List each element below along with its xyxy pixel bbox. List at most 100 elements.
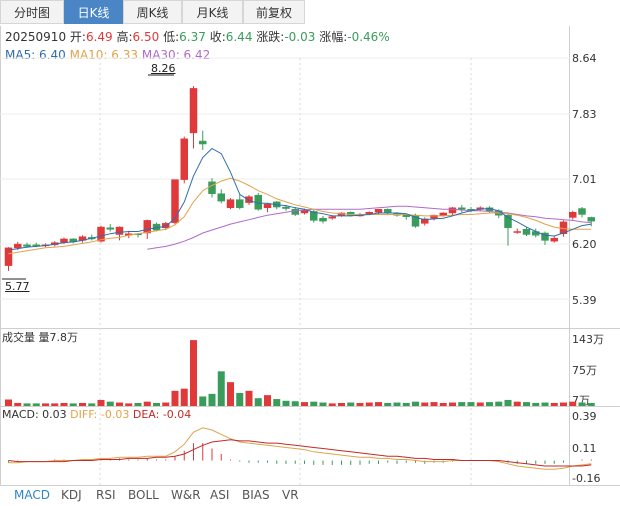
price-axis-label: 7.01 bbox=[572, 173, 597, 186]
candle-body bbox=[189, 88, 198, 134]
volume-axis-label: 75万 bbox=[572, 364, 597, 377]
candle-body bbox=[513, 231, 521, 233]
candle-body bbox=[374, 209, 383, 213]
candle-body bbox=[199, 140, 207, 145]
candle-body bbox=[217, 193, 225, 202]
volume-bar bbox=[264, 395, 271, 406]
candle-body bbox=[162, 223, 170, 229]
pct-label: 涨幅: bbox=[319, 30, 348, 44]
ma10-line bbox=[8, 177, 592, 255]
candle-body bbox=[171, 179, 179, 223]
high-annotation: 8.26 bbox=[151, 62, 176, 75]
diff-line bbox=[8, 427, 592, 470]
volume-bar bbox=[513, 401, 521, 406]
volume-bar bbox=[439, 402, 447, 406]
tab-boll[interactable]: BOLL bbox=[128, 488, 159, 502]
volume-bar bbox=[134, 402, 142, 406]
candle-body bbox=[421, 218, 429, 224]
volume-bar bbox=[541, 402, 549, 406]
candle-body bbox=[587, 217, 595, 222]
macd-axis-label: 0.39 bbox=[572, 410, 597, 423]
volume-bar bbox=[310, 401, 318, 406]
tab-forward-adjusted[interactable]: 前复权 bbox=[243, 0, 305, 24]
candle-body bbox=[115, 226, 124, 235]
volume-bar bbox=[578, 402, 586, 406]
volume-bar bbox=[245, 390, 253, 406]
volume-bar bbox=[319, 402, 327, 406]
candle-body bbox=[236, 199, 244, 209]
tab-daily-k[interactable]: 日K线 bbox=[64, 0, 123, 24]
candle-body bbox=[569, 211, 577, 218]
volume-bar bbox=[97, 399, 105, 406]
volume-bar bbox=[32, 403, 40, 406]
candle-body bbox=[291, 209, 299, 215]
volume-bar bbox=[449, 402, 456, 406]
dea-value: DEA: -0.04 bbox=[132, 408, 192, 421]
volume-bar bbox=[347, 402, 355, 406]
candle-body bbox=[402, 214, 410, 217]
candle-body bbox=[97, 226, 105, 242]
volume-bar bbox=[430, 402, 438, 406]
tab-monthly-k[interactable]: 月K线 bbox=[182, 0, 243, 24]
indicator-tabs: MACD KDJ RSI BOLL W&R ASI BIAS VR bbox=[0, 486, 620, 506]
volume-bar bbox=[532, 402, 540, 406]
candle-body bbox=[23, 244, 31, 247]
volume-bar bbox=[560, 402, 567, 406]
tab-rsi[interactable]: RSI bbox=[96, 488, 116, 502]
candle-body bbox=[430, 214, 438, 219]
tab-wr[interactable]: W&R bbox=[171, 488, 201, 502]
volume-bar bbox=[273, 399, 281, 406]
candle-body bbox=[143, 220, 151, 234]
volume-bar bbox=[421, 402, 429, 406]
tab-asi[interactable]: ASI bbox=[210, 488, 230, 502]
candle-body bbox=[319, 217, 327, 222]
volume-bar bbox=[153, 402, 160, 406]
tab-vr[interactable]: VR bbox=[282, 488, 299, 502]
volume-bar bbox=[356, 402, 364, 406]
volume-bar bbox=[587, 402, 595, 406]
tab-bias[interactable]: BIAS bbox=[242, 488, 270, 502]
volume-bar bbox=[180, 388, 188, 406]
candle-body bbox=[328, 216, 336, 219]
macd-value: MACD: 0.03 bbox=[2, 408, 67, 421]
volume-bar bbox=[88, 403, 96, 406]
ma5-line bbox=[8, 147, 592, 251]
volume-bar bbox=[42, 403, 49, 406]
candle-body bbox=[439, 212, 447, 216]
volume-bar bbox=[69, 403, 77, 406]
info-date: 20250910 bbox=[5, 30, 67, 44]
tab-macd[interactable]: MACD bbox=[14, 488, 50, 502]
price-axis-label: 6.20 bbox=[572, 238, 597, 251]
candle-body bbox=[208, 181, 216, 194]
volume-bar bbox=[365, 402, 373, 406]
volume-bar bbox=[208, 393, 216, 406]
tab-kdj[interactable]: KDJ bbox=[61, 488, 82, 502]
tab-intraday[interactable]: 分时图 bbox=[0, 0, 64, 24]
open-value: 6.49 bbox=[85, 30, 113, 44]
ma30-line bbox=[147, 205, 592, 250]
tab-weekly-k[interactable]: 周K线 bbox=[123, 0, 182, 24]
price-axis-label: 8.64 bbox=[572, 52, 597, 65]
change-value: -0.03 bbox=[284, 30, 316, 44]
volume-bar bbox=[282, 400, 290, 406]
macd-legend: MACD: 0.03 DIFF: -0.03 DEA: -0.04 bbox=[2, 408, 191, 421]
volume-bar bbox=[458, 402, 466, 406]
low-annotation: 5.77 bbox=[5, 280, 30, 293]
volume-bar bbox=[125, 403, 133, 406]
period-tabs: 分时图 日K线 周K线 月K线 前复权 bbox=[0, 0, 620, 26]
volume-bar bbox=[79, 402, 86, 406]
volume-bar bbox=[14, 402, 22, 406]
candle-body bbox=[310, 211, 318, 221]
ohlc-info: 20250910 开:6.49 高:6.50 低:6.37 收:6.44 涨跌:… bbox=[5, 28, 390, 45]
volume-bar bbox=[236, 392, 244, 406]
volume-bar bbox=[476, 402, 484, 406]
volume-bar bbox=[301, 402, 308, 406]
volume-bar bbox=[402, 402, 410, 406]
volume-bar bbox=[412, 401, 419, 406]
volume-bar bbox=[23, 403, 31, 406]
volume-bar bbox=[190, 340, 197, 406]
volume-bar bbox=[143, 401, 151, 406]
candle-body bbox=[226, 199, 235, 209]
volume-bar bbox=[51, 403, 59, 406]
